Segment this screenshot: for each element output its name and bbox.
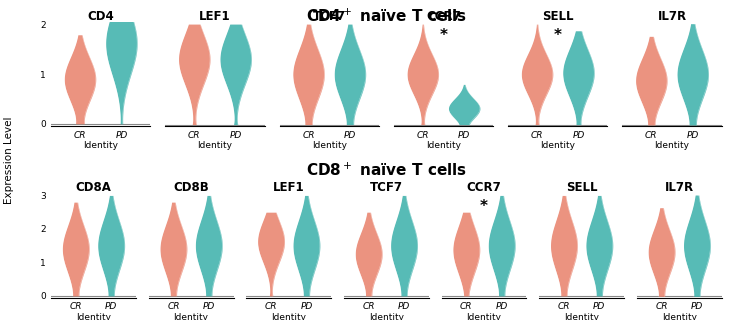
- Text: CD4$^+$ naïve T cells: CD4$^+$ naïve T cells: [305, 8, 467, 25]
- X-axis label: Identity: Identity: [655, 141, 690, 150]
- Title: CD8B: CD8B: [174, 181, 209, 194]
- X-axis label: Identity: Identity: [198, 141, 233, 150]
- X-axis label: Identity: Identity: [564, 313, 599, 320]
- X-axis label: Identity: Identity: [369, 313, 404, 320]
- X-axis label: Identity: Identity: [467, 313, 502, 320]
- Title: LEF1: LEF1: [199, 10, 231, 23]
- X-axis label: Identity: Identity: [540, 141, 575, 150]
- Text: Expression Level: Expression Level: [4, 116, 14, 204]
- Title: IL7R: IL7R: [665, 181, 694, 194]
- X-axis label: Identity: Identity: [426, 141, 461, 150]
- Title: CCR7: CCR7: [467, 181, 502, 194]
- Title: CCR7: CCR7: [426, 10, 461, 23]
- X-axis label: Identity: Identity: [76, 313, 111, 320]
- Text: CD8$^+$ naïve T cells: CD8$^+$ naïve T cells: [305, 162, 467, 179]
- Title: CD8A: CD8A: [76, 181, 112, 194]
- Title: LEF1: LEF1: [273, 181, 305, 194]
- X-axis label: Identity: Identity: [83, 141, 118, 150]
- X-axis label: Identity: Identity: [271, 313, 306, 320]
- Title: CD4: CD4: [87, 10, 114, 23]
- Text: *: *: [554, 28, 562, 43]
- Title: SELL: SELL: [542, 10, 574, 23]
- Title: TCF7: TCF7: [370, 181, 403, 194]
- X-axis label: Identity: Identity: [662, 313, 697, 320]
- Title: IL7R: IL7R: [658, 10, 687, 23]
- X-axis label: Identity: Identity: [174, 313, 208, 320]
- Title: SELL: SELL: [566, 181, 597, 194]
- Title: TCF7: TCF7: [313, 10, 346, 23]
- Text: *: *: [480, 199, 488, 214]
- X-axis label: Identity: Identity: [312, 141, 347, 150]
- Text: *: *: [440, 28, 448, 43]
